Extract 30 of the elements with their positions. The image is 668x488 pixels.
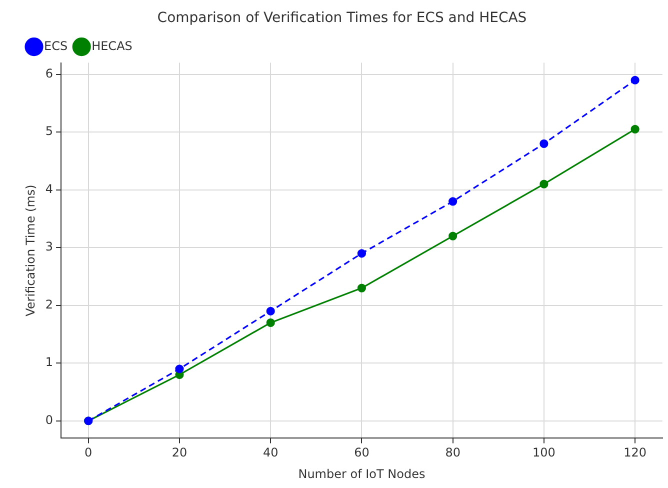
point [448, 197, 458, 206]
point [266, 306, 275, 316]
y-tick-label: 5 [45, 124, 54, 138]
point [540, 139, 548, 148]
point [175, 364, 184, 374]
y-tick-label: 0 [45, 413, 54, 427]
x-tick-label: 20 [172, 446, 188, 460]
y-tick-label: 6 [45, 66, 54, 80]
x-tick-label: 100 [532, 446, 556, 460]
x-tick-label: 80 [445, 446, 460, 460]
y-tick-label: 1 [45, 355, 54, 370]
legend-label: ECS [44, 38, 68, 53]
legend-label: HECAS [92, 38, 132, 53]
x-tick-label: 0 [84, 446, 92, 460]
y-tick-label: 3 [45, 240, 54, 254]
point [357, 284, 366, 292]
point [357, 249, 366, 258]
x-tick-label: 40 [262, 446, 278, 460]
y-tick-label: 4 [45, 182, 54, 196]
point [540, 180, 548, 188]
x-tick-label: 120 [624, 446, 647, 460]
x-tick-label: 60 [354, 446, 370, 460]
y-axis-title: Verification Time (ms) [23, 184, 38, 316]
point [266, 318, 275, 327]
point [630, 124, 640, 134]
y-tick-label: 2 [45, 297, 54, 312]
x-axis-title: Number of IoT Nodes [298, 466, 426, 481]
point [630, 76, 640, 84]
chart-title: Comparison of Verification Times for ECS and HECAS [157, 10, 527, 26]
point [448, 232, 458, 240]
